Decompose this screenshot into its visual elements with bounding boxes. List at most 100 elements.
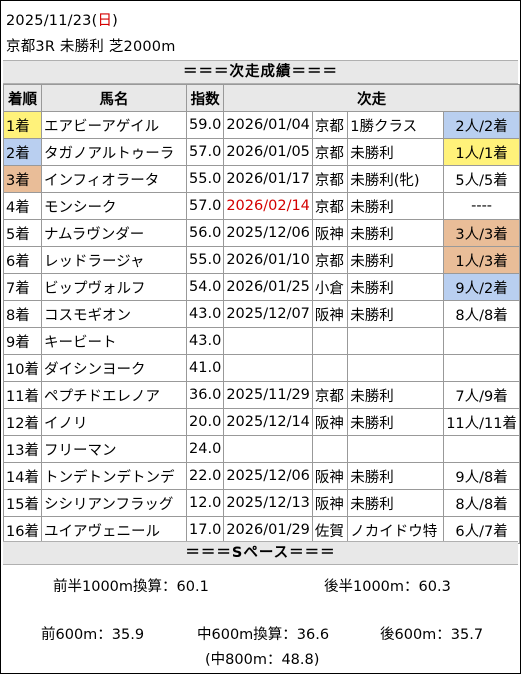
index-cell: 57.0 <box>186 192 225 220</box>
index-cell: 59.0 <box>186 111 225 139</box>
rank-cell: 13着 <box>3 435 42 463</box>
weekday: 日 <box>97 13 113 29</box>
index-cell: 43.0 <box>186 300 225 328</box>
horse-name-cell: インフィオラータ <box>40 165 188 193</box>
horse-name-cell: ビップヴォルフ <box>40 273 188 301</box>
rank-cell: 5着 <box>3 219 42 247</box>
next-venue-cell: 佐賀 <box>311 516 349 544</box>
next-race-cell: 未勝利 <box>347 381 445 409</box>
next-venue-cell: 阪神 <box>311 408 349 436</box>
next-result-cell: 9人/8着 <box>443 462 520 490</box>
next-venue-cell <box>311 435 349 463</box>
col-header-index: 指数 <box>186 84 225 112</box>
rank-cell: 8着 <box>3 300 42 328</box>
next-race-cell <box>347 354 445 382</box>
next-race-cell: 未勝利 <box>347 273 445 301</box>
next-date-cell <box>223 435 313 463</box>
index-cell: 24.0 <box>186 435 225 463</box>
next-date-cell: 2025/12/06 <box>223 462 313 490</box>
index-cell: 43.0 <box>186 327 225 355</box>
next-date-cell: 2026/01/04 <box>223 111 313 139</box>
next-race-cell: ノカイドウ特 <box>347 516 445 544</box>
next-date-cell <box>223 354 313 382</box>
table-row: 16着 ユイアヴェニール 17.0 2026/01/29 佐賀 ノカイドウ特 6人/7着 <box>3 516 520 544</box>
index-cell: 17.0 <box>186 516 225 544</box>
next-venue-cell: 小倉 <box>311 273 349 301</box>
next-result-cell <box>443 327 520 355</box>
next-result-cell: 6人/7着 <box>443 516 520 544</box>
next-result-cell: 9人/2着 <box>443 273 520 301</box>
rank-cell: 2着 <box>3 138 42 166</box>
horse-name-cell: モンシーク <box>40 192 188 220</box>
next-result-cell: 3人/3着 <box>443 219 520 247</box>
rank-cell: 6着 <box>3 246 42 274</box>
next-result-cell: ---- <box>443 192 520 220</box>
table-row: 4着 モンシーク 57.0 2026/02/14 京都 未勝利 ---- <box>3 192 520 220</box>
col-header-name: 馬名 <box>40 84 188 112</box>
rank-cell: 1着 <box>3 111 42 139</box>
next-result-cell: 8人/8着 <box>443 300 520 328</box>
weekday-close: ) <box>112 13 118 29</box>
weekday-open: ( <box>91 13 98 29</box>
table-row: 1着 エアビーアゲイル 59.0 2026/01/04 京都 1勝クラス 2人/2着 <box>3 111 520 139</box>
horse-name-cell: ナムラヴンダー <box>40 219 188 247</box>
next-date-cell: 2025/12/07 <box>223 300 313 328</box>
next-result-cell: 5人/5着 <box>443 165 520 193</box>
next-result-cell: 1人/3着 <box>443 246 520 274</box>
index-cell: 12.0 <box>186 489 225 517</box>
table-row: 6着 レッドラージャ 55.0 2026/01/10 京都 未勝利 1人/3着 <box>3 246 520 274</box>
next-venue-cell: 京都 <box>311 138 349 166</box>
table-row: 10着 ダイシンヨーク 41.0 <box>3 354 520 382</box>
next-date-cell: 2025/12/13 <box>223 489 313 517</box>
next-result-cell <box>443 435 520 463</box>
rank-cell: 10着 <box>3 354 42 382</box>
index-cell: 36.0 <box>186 381 225 409</box>
next-venue-cell <box>311 327 349 355</box>
next-race-cell <box>347 327 445 355</box>
pace-first-half: 前半1000m換算：60.1 <box>53 579 209 595</box>
index-cell: 55.0 <box>186 246 225 274</box>
table-row: 3着 インフィオラータ 55.0 2026/01/17 京都 未勝利(牝) 5人/5着 <box>3 165 520 193</box>
horse-name-cell: ペプチドエレノア <box>40 381 188 409</box>
horse-name-cell: フリーマン <box>40 435 188 463</box>
next-venue-cell: 京都 <box>311 192 349 220</box>
rank-cell: 9着 <box>3 327 42 355</box>
table-row: 13着 フリーマン 24.0 <box>3 435 520 463</box>
table-row: 11着 ペプチドエレノア 36.0 2025/11/29 京都 未勝利 7人/9着 <box>3 381 520 409</box>
next-result-cell: 7人/9着 <box>443 381 520 409</box>
race-title: 京都3R 未勝利 芝2000m <box>6 39 176 55</box>
next-race-cell: 未勝利 <box>347 246 445 274</box>
next-race-cell: 未勝利(牝) <box>347 165 445 193</box>
horse-name-cell: エアビーアゲイル <box>40 111 188 139</box>
next-date-cell: 2026/01/17 <box>223 165 313 193</box>
next-race-cell: 未勝利 <box>347 192 445 220</box>
next-date-cell: 2025/12/06 <box>223 219 313 247</box>
next-date-cell: 2026/01/10 <box>223 246 313 274</box>
next-result-cell: 2人/2着 <box>443 111 520 139</box>
date-text: 2025/11/23 <box>6 13 92 29</box>
horse-name-cell: タガノアルトゥーラ <box>40 138 188 166</box>
pace-middle-600: 中600m換算：36.6 <box>197 627 330 643</box>
index-cell: 20.0 <box>186 408 225 436</box>
table-row: 12着 イノリ 20.0 2025/12/14 阪神 未勝利 11人/11着 <box>3 408 520 436</box>
next-result-cell <box>443 354 520 382</box>
next-date-cell: 2026/01/29 <box>223 516 313 544</box>
rank-cell: 15着 <box>3 489 42 517</box>
rank-cell: 12着 <box>3 408 42 436</box>
index-cell: 22.0 <box>186 462 225 490</box>
next-date-cell: 2025/11/29 <box>223 381 313 409</box>
table-row: 5着 ナムラヴンダー 56.0 2025/12/06 阪神 未勝利 3人/3着 <box>3 219 520 247</box>
next-race-cell: 未勝利 <box>347 138 445 166</box>
table-row: 8着 コスモギオン 43.0 2025/12/07 阪神 未勝利 8人/8着 <box>3 300 520 328</box>
next-race-cell: 未勝利 <box>347 489 445 517</box>
index-cell: 55.0 <box>186 165 225 193</box>
pace-banner: ＝＝＝Sペース＝＝＝ <box>3 541 518 565</box>
col-header-rank: 着順 <box>3 84 42 112</box>
next-venue-cell: 京都 <box>311 381 349 409</box>
horse-name-cell: シシリアンフラッグ <box>40 489 188 517</box>
horse-name-cell: トンデトンデトンデ <box>40 462 188 490</box>
horse-name-cell: ダイシンヨーク <box>40 354 188 382</box>
index-cell: 57.0 <box>186 138 225 166</box>
next-venue-cell: 京都 <box>311 165 349 193</box>
